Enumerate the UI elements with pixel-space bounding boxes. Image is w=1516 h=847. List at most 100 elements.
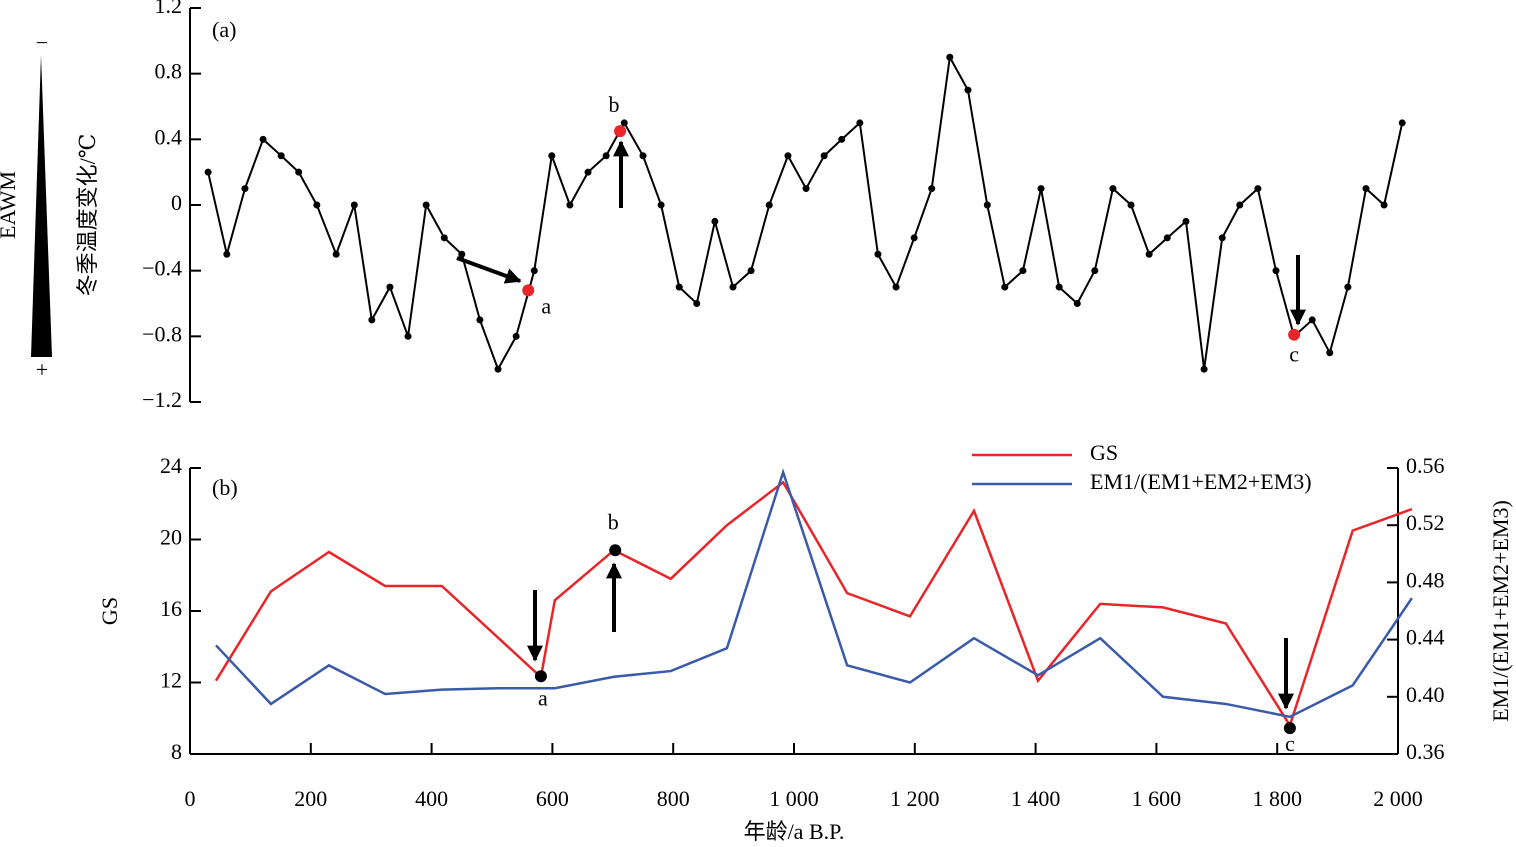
highlight-point [1283, 722, 1296, 735]
y2-tick-label: 0.44 [1406, 625, 1445, 650]
x-tick-label: 2 000 [1373, 786, 1423, 811]
data-point [964, 86, 972, 94]
data-point [548, 152, 556, 160]
data-point [241, 185, 249, 193]
x-tick-label: 1 600 [1132, 786, 1182, 811]
data-point [802, 185, 810, 193]
data-point [838, 135, 846, 143]
data-point [784, 152, 792, 160]
data-point [313, 201, 321, 209]
panel-label: (a) [212, 17, 236, 42]
data-point [1055, 283, 1063, 291]
data-point [332, 250, 340, 258]
y-tick-label: 16 [160, 596, 182, 621]
x-tick-label: 400 [415, 786, 448, 811]
eawm-plus: + [36, 357, 48, 382]
data-point [729, 283, 737, 291]
data-point [458, 250, 466, 258]
data-point [512, 332, 520, 340]
data-point [1308, 316, 1316, 324]
data-point [1254, 185, 1262, 193]
panel-label: (b) [212, 475, 238, 500]
data-point [440, 234, 448, 242]
data-point [259, 135, 267, 143]
data-point [1163, 234, 1171, 242]
data-point [386, 283, 394, 291]
x-tick-label: 1 800 [1252, 786, 1302, 811]
arrows [456, 140, 1306, 710]
data-point [476, 316, 484, 324]
y-tick-label: 24 [160, 453, 182, 478]
y-tick-label: −0.8 [142, 321, 182, 346]
highlight-point [614, 125, 627, 138]
data-point [1362, 185, 1370, 193]
data-point [856, 119, 864, 127]
eawm-wedge [31, 55, 52, 357]
x-tick-label: 1 400 [1011, 786, 1061, 811]
data-point [602, 152, 610, 160]
data-point [295, 168, 303, 176]
data-point [1236, 201, 1244, 209]
y2-tick-label: 0.56 [1406, 453, 1445, 478]
data-point [928, 185, 936, 193]
x-tick-label: 600 [536, 786, 569, 811]
data-point [639, 152, 647, 160]
y2-tick-label: 0.36 [1406, 739, 1445, 764]
data-point [1037, 185, 1045, 193]
data-line [207, 54, 1404, 372]
y-tick-label: 0.4 [155, 124, 183, 149]
data-point [1218, 234, 1226, 242]
x-tick-label: 0 [185, 786, 196, 811]
data-point [620, 119, 628, 127]
highlight-point [1288, 328, 1301, 341]
arrow [456, 256, 522, 284]
y2-tick-label: 0.48 [1406, 567, 1445, 592]
y-tick-label: 0 [171, 190, 182, 215]
data-point [277, 152, 285, 160]
data-point [1380, 201, 1388, 209]
data-point [530, 267, 538, 275]
data-point [1145, 250, 1153, 258]
data-point [910, 234, 918, 242]
data-line [215, 468, 1413, 719]
point-label: a [541, 293, 551, 318]
data-point [892, 283, 900, 291]
legend-label: GS [1090, 440, 1118, 465]
point-label: c [1289, 342, 1299, 367]
x-tick-label: 1 000 [769, 786, 819, 811]
data-point [983, 201, 991, 209]
point-label: a [538, 685, 548, 710]
data-point [1182, 217, 1190, 225]
data-point [1109, 185, 1117, 193]
data-point [494, 365, 502, 373]
point-label: b [608, 509, 619, 534]
highlight-point [609, 544, 622, 557]
y2-tick-label: 0.52 [1406, 510, 1445, 535]
data-point [711, 217, 719, 225]
data-point [747, 267, 755, 275]
data-point [946, 53, 954, 61]
y-tick-label: −0.4 [142, 256, 182, 281]
point-label: c [1285, 731, 1295, 756]
data-point [1019, 267, 1027, 275]
y-axis-label: 冬季温度变化/℃ [75, 134, 100, 297]
data-point [657, 201, 665, 209]
eawm-label: EAWM [0, 171, 20, 239]
eawm-minus: − [36, 30, 48, 55]
data-point [1091, 267, 1099, 275]
data-point [422, 201, 430, 209]
y-tick-label: 1.2 [155, 0, 183, 18]
data-point [1398, 119, 1406, 127]
data-point [765, 201, 773, 209]
data-point [223, 250, 231, 258]
data-point [350, 201, 358, 209]
data-point [584, 168, 592, 176]
x-tick-label: 200 [294, 786, 327, 811]
data-point [1127, 201, 1135, 209]
y-axis-label: GS [97, 597, 122, 625]
data-line [214, 480, 1413, 729]
y-tick-label: −1.2 [142, 387, 182, 412]
data-point [566, 201, 574, 209]
data-point [820, 152, 828, 160]
